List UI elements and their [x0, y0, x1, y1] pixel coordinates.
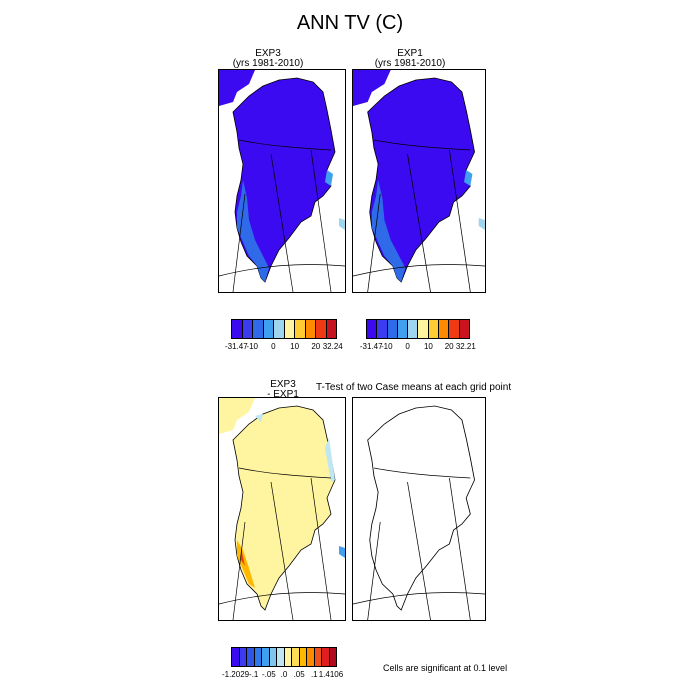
colorbar-tick-label: 10: [423, 342, 433, 351]
colorbar-swatch: [326, 320, 336, 338]
colorbar-swatch: [295, 320, 306, 338]
colorbar-swatch: [387, 320, 398, 338]
colorbar-tick-label: .05: [293, 670, 305, 679]
colorbar-tick-label: 0: [405, 342, 410, 351]
colorbar-exp1: [366, 319, 470, 339]
colorbar-tick-label: 20: [311, 342, 321, 351]
panel-exp3-name: EXP3: [255, 48, 281, 59]
colorbar-tick-label: .1: [310, 670, 318, 679]
colorbar-swatch: [408, 320, 419, 338]
colorbar-swatch: [232, 320, 243, 338]
colorbar-swatch: [329, 648, 336, 666]
colorbar-swatch: [316, 320, 327, 338]
colorbar-swatch: [377, 320, 388, 338]
colorbar-swatch: [305, 320, 316, 338]
colorbar-tick-label: -1.2029: [221, 670, 250, 679]
colorbar-swatch: [284, 648, 292, 666]
colorbar-tick-label: -.05: [261, 670, 276, 679]
colorbar-swatch: [263, 320, 274, 338]
colorbar-exp3-labels: -31.47 -10 0 10 20 32.24: [225, 342, 343, 352]
colorbar-swatch: [449, 320, 460, 338]
colorbar-exp1-labels: -31.47 -10 0 10 20 32.21: [360, 342, 476, 352]
colorbar-swatch: [253, 320, 264, 338]
colorbar-tick-label: 1.4106: [318, 670, 344, 679]
colorbar-swatch: [247, 648, 255, 666]
colorbar-swatch: [439, 320, 450, 338]
colorbar-tick-label: 20: [444, 342, 454, 351]
colorbar-tick-label: -10: [246, 342, 258, 351]
colorbar-tick-label: .0: [280, 670, 288, 679]
panel-exp1-title: EXP1 (yrs 1981-2010): [352, 49, 468, 69]
map-panel-diff: [218, 397, 346, 621]
significance-note: Cells are significant at 0.1 level: [383, 663, 508, 673]
colorbar-swatch: [292, 648, 300, 666]
panel-diff-name: EXP3: [270, 379, 296, 390]
colorbar-swatch: [367, 320, 378, 338]
colorbar-tick-label: 0: [271, 342, 276, 351]
colorbar-swatch: [274, 320, 285, 338]
map-panel-ttest: [352, 397, 486, 621]
colorbar-tick-label: -31.47: [224, 342, 248, 351]
map-exp1: [353, 70, 485, 292]
colorbar-diff: [231, 647, 337, 667]
colorbar-swatch: [239, 648, 247, 666]
map-diff: [219, 398, 345, 620]
colorbar-tick-label: 32.24: [322, 342, 343, 351]
colorbar-diff-labels: -1.2029 -.1 -.05 .0 .05 .1 1.4106: [222, 670, 343, 680]
panel-exp1-years: (yrs 1981-2010): [374, 58, 446, 69]
colorbar-swatch: [314, 648, 322, 666]
panel-exp3-title: EXP3 (yrs 1981-2010): [218, 49, 318, 69]
colorbar-swatch: [299, 648, 307, 666]
colorbar-tick-label: -31.47: [359, 342, 383, 351]
colorbar-swatch: [418, 320, 429, 338]
colorbar-swatch: [307, 648, 315, 666]
colorbar-tick-label: -10: [381, 342, 393, 351]
colorbar-swatch: [428, 320, 440, 338]
map-panel-exp1: [352, 69, 486, 293]
colorbar-tick-label: 32.21: [455, 342, 476, 351]
colorbar-tick-label: -.1: [249, 670, 259, 679]
figure-title: ANN TV (C): [296, 12, 404, 34]
panel-diff-minus: - EXP1: [267, 389, 299, 400]
colorbar-swatch: [277, 648, 285, 666]
colorbar-swatch: [322, 648, 330, 666]
map-exp3: [219, 70, 345, 292]
map-ttest: [353, 405, 485, 620]
panel-exp3-years: (yrs 1981-2010): [232, 58, 304, 69]
colorbar-swatch: [459, 320, 469, 338]
panel-diff-title: EXP3 - EXP1: [258, 380, 308, 400]
colorbar-swatch: [284, 320, 295, 338]
panel-exp1-name: EXP1: [397, 48, 423, 59]
colorbar-exp3: [231, 319, 337, 339]
map-panel-exp3: [218, 69, 346, 293]
colorbar-swatch: [269, 648, 277, 666]
colorbar-swatch: [397, 320, 409, 338]
colorbar-swatch: [262, 648, 270, 666]
colorbar-swatch: [254, 648, 262, 666]
colorbar-tick-label: 10: [290, 342, 300, 351]
colorbar-swatch: [242, 320, 253, 338]
colorbar-swatch: [232, 648, 240, 666]
panel-ttest-title: T-Test of two Case means at each grid po…: [316, 382, 512, 393]
